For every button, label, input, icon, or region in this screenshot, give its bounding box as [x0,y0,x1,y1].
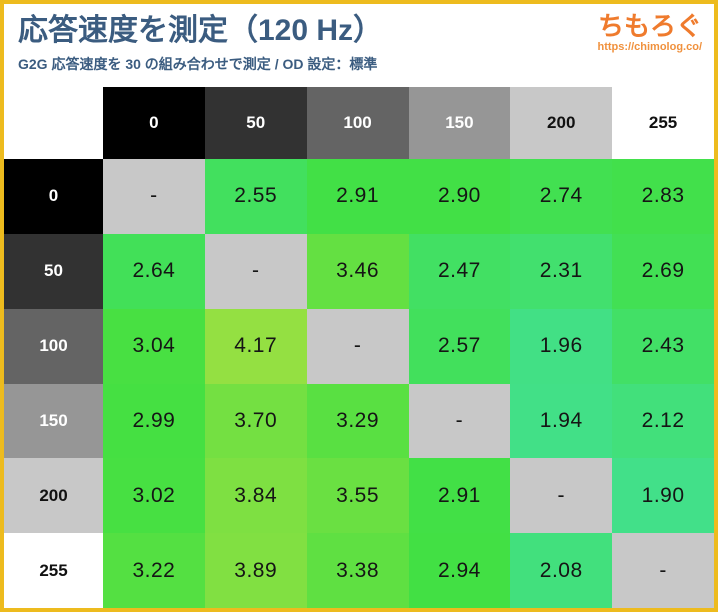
cell-50-255: 2.69 [612,233,714,309]
col-header-100: 100 [306,87,409,159]
chart-header: 応答速度を測定（120 Hz） G2G 応答速度を 30 の組み合わせで測定 /… [18,14,383,74]
cell-50-50: - [204,233,307,309]
cell-100-50: 4.17 [204,308,307,384]
row-header-255: 255 [4,533,103,608]
cell-200-100: 3.55 [306,458,409,534]
cell-100-0: 3.04 [103,308,205,384]
cell-0-255: 2.83 [612,159,714,234]
cell-150-255: 2.12 [612,383,714,459]
cell-50-200: 2.31 [510,233,613,309]
g2g-heatmap: 0 50 100 150 200 255 0-2.55 2.91 2.90 2.74 2.83 50 2… [4,87,714,608]
cell-200-50: 3.84 [204,458,307,534]
cell-150-0: 2.99 [103,383,205,459]
col-header-200: 200 [510,87,613,159]
col-header-150: 150 [408,87,511,159]
col-header-50: 50 [204,87,307,159]
cell-0-200: 2.74 [510,159,613,234]
cell-50-150: 2.47 [408,233,511,309]
cell-255-255: - [612,533,714,608]
page-subtitle: G2G 応答速度を 30 の組み合わせで測定 / OD 設定：標準 [18,55,378,72]
cell-200-200: - [510,458,613,534]
cell-100-100: - [306,308,409,384]
brand-name: ちもろぐ [597,11,702,41]
cell-0-0: - [103,159,205,234]
cell-0-150: 2.90 [408,159,511,234]
cell-255-0: 3.22 [103,533,205,608]
row-header-0: 0 [4,159,103,234]
corner-cell [4,87,103,159]
col-header-0: 0 [103,87,205,159]
cell-100-150: 2.57 [408,308,511,384]
cell-50-100: 3.46 [306,233,409,309]
cell-200-255: 1.90 [612,458,714,534]
cell-255-100: 3.38 [306,533,409,608]
cell-200-150: 2.91 [408,458,511,534]
cell-255-50: 3.89 [204,533,307,608]
cell-200-0: 3.02 [103,458,205,534]
cell-100-200: 1.96 [510,308,613,384]
cell-150-50: 3.70 [204,383,307,459]
cell-255-200: 2.08 [510,533,613,608]
row-header-50: 50 [4,233,103,309]
cell-255-150: 2.94 [408,533,511,608]
row-header-100: 100 [4,308,103,384]
row-header-150: 150 [4,383,103,459]
cell-150-100: 3.29 [306,383,409,459]
cell-100-255: 2.43 [612,308,714,384]
cell-150-200: 1.94 [510,383,613,459]
row-header-200: 200 [4,458,103,534]
brand-url: https://chimolog.co/ [597,40,703,53]
cell-0-50: 2.55 [204,159,307,234]
cell-50-0: 2.64 [103,233,205,309]
cell-0-100: 2.91 [306,159,409,234]
page-title: 応答速度を測定（120 Hz） [18,14,384,47]
col-header-255: 255 [612,87,714,159]
brand-logo: ちもろぐ https://chimolog.co/ [598,12,703,53]
cell-150-150: - [408,383,511,459]
